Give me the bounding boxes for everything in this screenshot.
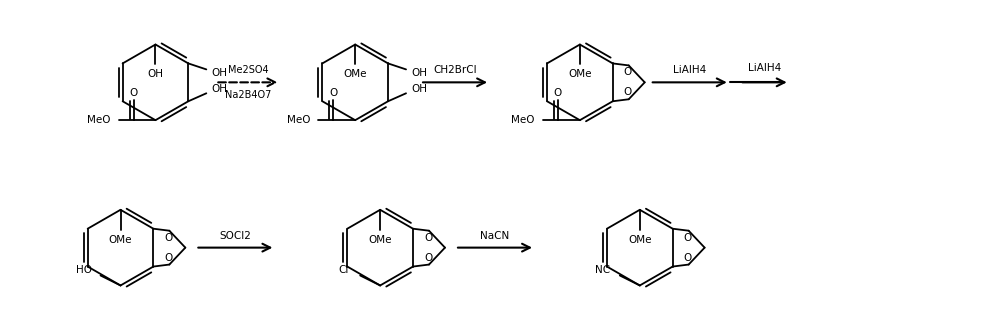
Text: O: O: [424, 253, 433, 263]
Text: O: O: [329, 88, 338, 98]
Text: O: O: [130, 88, 138, 98]
Text: O: O: [623, 87, 631, 97]
Text: OH: OH: [212, 84, 228, 94]
Text: O: O: [553, 88, 562, 98]
Text: HO: HO: [76, 265, 92, 275]
Text: LiAlH4: LiAlH4: [748, 63, 781, 73]
Text: OMe: OMe: [628, 235, 651, 245]
Text: OH: OH: [411, 84, 427, 94]
Text: OMe: OMe: [369, 235, 392, 245]
Text: O: O: [424, 233, 433, 243]
Text: OH: OH: [411, 68, 427, 78]
Text: NaCN: NaCN: [481, 231, 509, 241]
Text: O: O: [164, 233, 173, 243]
Text: MeO: MeO: [511, 115, 534, 125]
Text: SOCl2: SOCl2: [220, 231, 252, 241]
Text: MeO: MeO: [287, 115, 310, 125]
Text: OH: OH: [212, 68, 228, 78]
Text: O: O: [683, 253, 691, 263]
Text: OMe: OMe: [344, 69, 367, 79]
Text: Cl: Cl: [338, 265, 349, 275]
Text: CH2BrCl: CH2BrCl: [434, 65, 477, 75]
Text: Na2B4O7: Na2B4O7: [225, 90, 271, 100]
Text: MeO: MeO: [87, 115, 110, 125]
Text: Me2SO4: Me2SO4: [228, 65, 268, 75]
Text: O: O: [623, 68, 631, 78]
Text: O: O: [683, 233, 691, 243]
Text: OMe: OMe: [109, 235, 132, 245]
Text: OH: OH: [148, 69, 164, 79]
Text: OMe: OMe: [568, 69, 591, 79]
Text: O: O: [164, 253, 173, 263]
Text: NC: NC: [595, 265, 610, 275]
Text: LiAlH4: LiAlH4: [673, 65, 706, 75]
